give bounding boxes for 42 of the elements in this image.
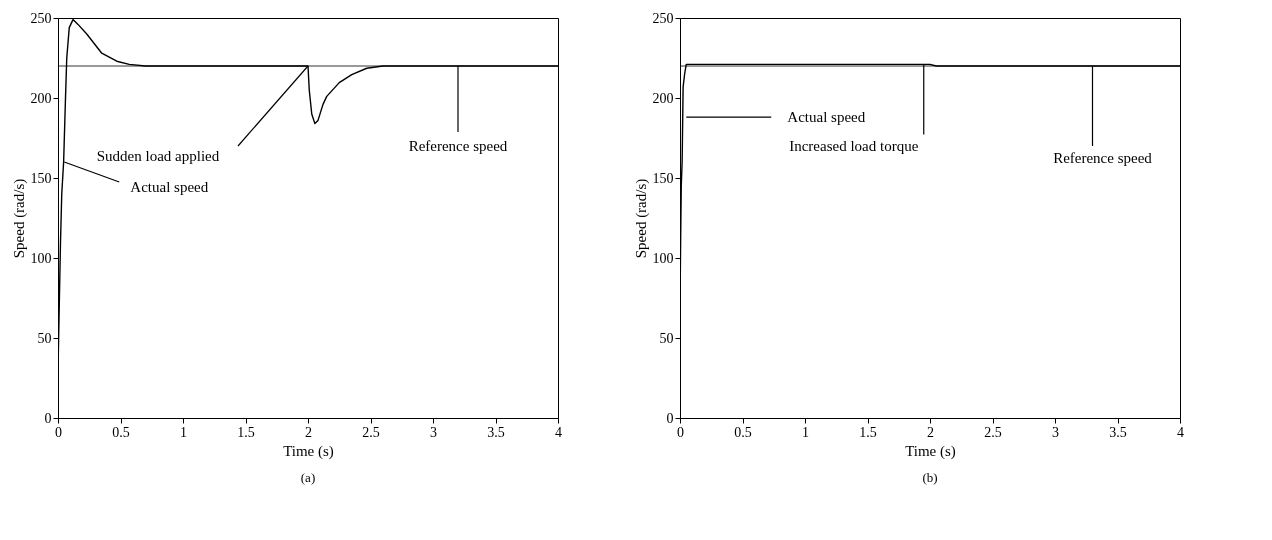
x-tick-label: 1 — [180, 424, 187, 440]
x-tick-label: 3.5 — [1109, 424, 1127, 440]
y-tick-label: 250 — [652, 10, 674, 26]
x-tick-label: 4 — [555, 424, 562, 440]
x-tick-label: 0.5 — [734, 424, 752, 440]
y-tick-label: 0 — [44, 410, 52, 426]
y-tick-label: 100 — [30, 250, 52, 266]
annotation: Actual speed — [130, 179, 209, 195]
x-tick-label: 3 — [1052, 424, 1059, 440]
y-tick-label: 200 — [652, 90, 674, 106]
y-axis-title: Speed (rad/s) — [632, 178, 650, 259]
y-tick-label: 150 — [652, 170, 674, 186]
x-tick-label: 4 — [1177, 424, 1184, 440]
text: (b) — [922, 470, 938, 485]
x-axis-title: Time (s) — [283, 442, 334, 460]
y-tick-label: 100 — [652, 250, 674, 266]
x-tick-label: 3.5 — [487, 424, 505, 440]
x-tick-label: 1.5 — [237, 424, 255, 440]
x-tick-label: 2 — [305, 424, 312, 440]
x-tick-label: 2.5 — [362, 424, 380, 440]
x-tick-label: 1.5 — [859, 424, 877, 440]
y-tick-label: 150 — [30, 170, 52, 186]
x-axis-title: Time (s) — [905, 442, 956, 460]
annotation: Sudden load applied — [96, 148, 220, 164]
text: (a) — [300, 470, 316, 485]
x-tick-label: 3 — [430, 424, 437, 440]
annotation: Actual speed — [787, 109, 866, 126]
annotation: Increased load torque — [789, 138, 919, 155]
y-tick-label: 250 — [30, 10, 52, 26]
annotation: Reference speed — [408, 138, 508, 154]
y-tick-label: 50 — [37, 330, 52, 346]
x-tick-label: 2.5 — [984, 424, 1002, 440]
y-axis-title: Speed (rad/s) — [10, 178, 28, 259]
x-tick-label: 0 — [677, 424, 684, 440]
annotation: Reference speed — [1053, 150, 1153, 166]
y-tick-label: 200 — [30, 90, 52, 106]
y-tick-label: 50 — [659, 330, 674, 346]
x-tick-label: 2 — [927, 424, 934, 440]
x-tick-label: 0 — [55, 424, 62, 440]
x-tick-label: 0.5 — [112, 424, 130, 440]
x-tick-label: 1 — [802, 424, 809, 440]
y-tick-label: 0 — [666, 410, 674, 426]
